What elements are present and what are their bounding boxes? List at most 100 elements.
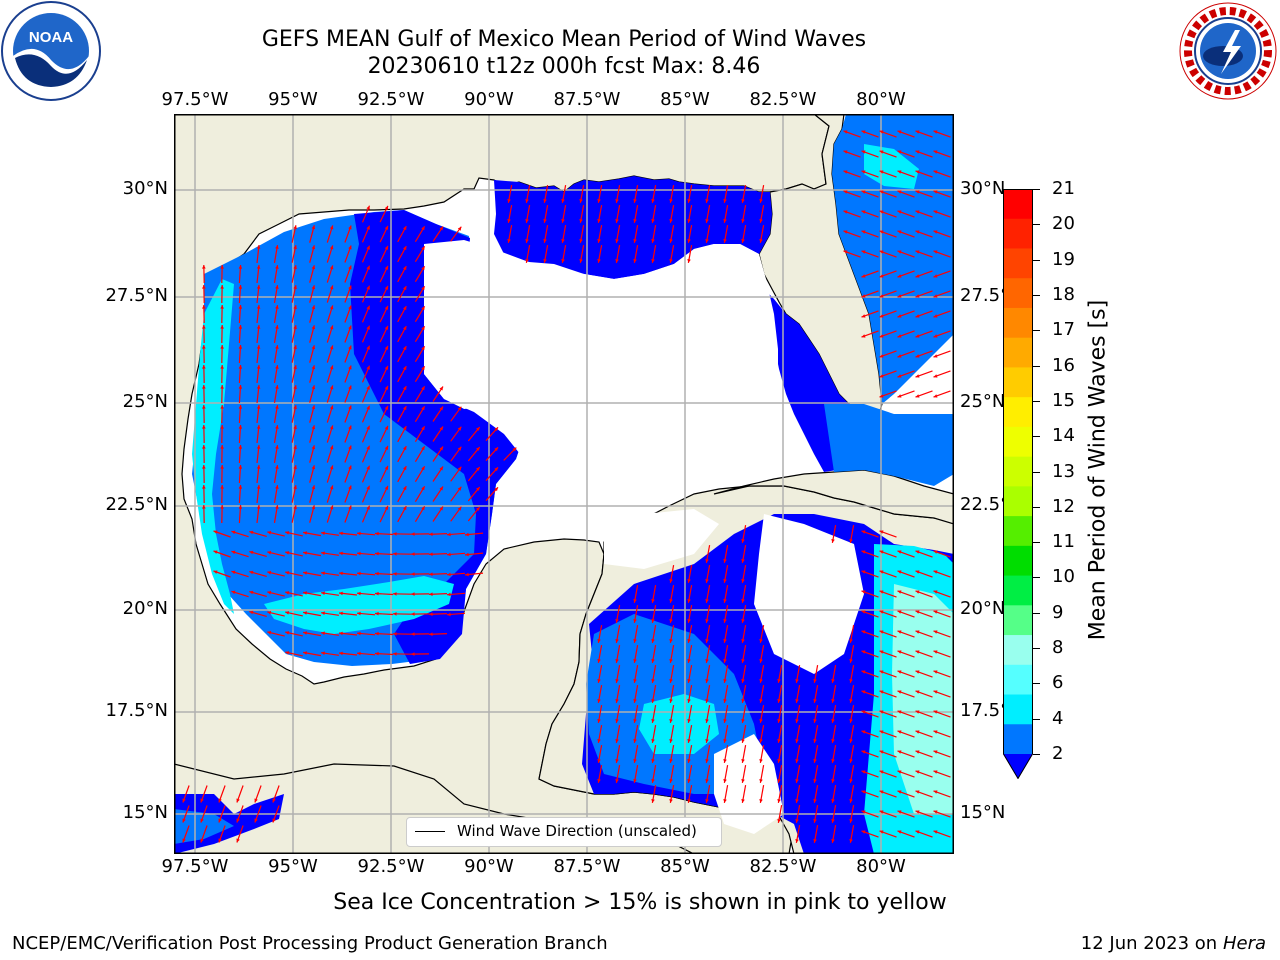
wave-arrow-head-269 (403, 426, 407, 431)
colorbar-label-4: 4 (1052, 707, 1064, 729)
no-data-regions (424, 240, 864, 834)
wave-arrow-head-478 (723, 639, 727, 643)
wave-arrow-head-348 (303, 531, 307, 535)
wave-arrow-head-193 (238, 345, 243, 349)
wave-arrow-head-186 (861, 334, 866, 338)
wave-arrow-head-262 (275, 425, 279, 429)
wave-arrow-head-36 (897, 190, 902, 194)
contour-atlantic-4 (864, 144, 919, 189)
wave-arrow-head-456 (861, 610, 866, 614)
lat-tick-left-5: 17.5°N (105, 700, 168, 721)
wave-arrow-head-643 (759, 799, 763, 803)
lat-tick-right-4: 20°N (960, 598, 1006, 619)
contour-west-gulf-2-4 (192, 210, 526, 666)
wave-arrow-head-356 (447, 532, 451, 537)
wave-arrow-head-117 (915, 250, 920, 254)
wave-arrow-head-535 (669, 699, 673, 703)
sea-ice-note: Sea Ice Concentration > 15% is shown in … (333, 890, 947, 915)
colorbar-label-17: 17 (1052, 319, 1075, 341)
wave-arrow-head-401 (669, 579, 673, 583)
wave-arrow-head-328 (220, 505, 224, 509)
wave-arrow-head-11 (933, 150, 938, 154)
wave-arrow-head-623 (813, 779, 817, 783)
contour-north-central-2 (494, 176, 772, 279)
wave-arrow-head-557 (705, 719, 709, 723)
wave-arrow-head-132 (861, 274, 866, 278)
wave-arrow-head-248 (293, 405, 297, 410)
wave-arrow-head-246 (256, 405, 261, 409)
wave-arrow-head-51 (687, 219, 691, 223)
wave-arrow-head-467 (375, 631, 379, 636)
wave-arrow-head-197 (311, 345, 316, 350)
wave-arrow-head-554 (651, 719, 655, 723)
wave-arrow-head-470 (429, 632, 433, 636)
wave-arrow-head-618 (723, 779, 727, 783)
wave-arrow-head-432 (879, 590, 884, 594)
colorbar-tick-17 (1033, 330, 1040, 332)
wave-arrow-head-578 (723, 739, 727, 743)
wave-arrow-head-103 (525, 259, 529, 263)
wave-arrow-head-208 (202, 365, 206, 369)
lon-tick-top-5: 85°W (660, 89, 710, 110)
wave-arrow-head-130 (403, 266, 407, 271)
wave-arrow-head-101 (403, 246, 407, 251)
wave-arrow-head-191 (202, 345, 206, 349)
wave-arrow-head-600 (759, 759, 763, 763)
wave-arrow-head-650 (879, 790, 884, 794)
wave-arrow-head-466 (357, 631, 361, 636)
wave-arrow-head-354 (411, 532, 415, 536)
wave-arrow-head-305 (421, 466, 425, 471)
wave-arrow-head-340 (439, 506, 443, 511)
wave-arrow-head-603 (813, 759, 817, 763)
wave-arrow-head-210 (238, 365, 243, 369)
wave-arrow-head-238 (439, 386, 443, 391)
colorbar-tick-9 (1033, 612, 1040, 614)
wave-arrow-head-500 (687, 659, 691, 663)
wave-arrow-head-299 (311, 465, 316, 470)
wave-arrow-head-617 (705, 779, 709, 783)
lon-tick-bottom-4: 87.5°W (553, 856, 621, 877)
lat-tick-right-2: 25°N (960, 391, 1006, 412)
wave-arrow-head-561 (777, 719, 781, 723)
wave-arrow-head-430 (741, 599, 745, 603)
wave-arrow-head-180 (329, 325, 334, 330)
wave-arrow-head-615 (669, 779, 673, 783)
wave-arrow-head-545 (849, 699, 853, 703)
wave-arrow-head-377 (465, 552, 469, 557)
wave-arrow-head-526 (861, 670, 866, 674)
wave-arrow-head-568 (897, 710, 902, 714)
wave-arrow-head-580 (759, 739, 763, 743)
colorbar-tick-2 (1033, 754, 1040, 755)
wave-arrow-head-173 (202, 325, 206, 329)
wave-arrow-head-150 (861, 294, 866, 298)
wave-arrow-head-0 (843, 130, 848, 134)
wave-arrow-head-586 (861, 730, 866, 734)
wave-arrow-head-313 (256, 485, 261, 489)
wave-arrow-head-667 (897, 810, 902, 814)
wave-arrow-head-548 (897, 690, 902, 694)
wave-arrow-head-474 (651, 639, 655, 643)
wave-arrow-head-648 (849, 799, 853, 803)
wave-arrow-head-675 (813, 839, 817, 843)
wave-arrow-head-99 (366, 245, 370, 250)
wave-arrow-head-671 (200, 838, 204, 843)
wave-arrow-head-330 (256, 505, 261, 509)
wave-arrow-head-516 (687, 679, 691, 683)
wave-arrow-head-630 (933, 770, 938, 774)
wave-arrow-head-110 (651, 259, 655, 263)
wave-arrow-head-416 (321, 591, 325, 595)
wave-arrow-head-661 (795, 819, 799, 823)
no-data-central (424, 240, 784, 540)
wave-arrow-head-79 (633, 239, 637, 243)
wave-arrow-head-670 (182, 838, 186, 843)
wave-arrow-head-106 (579, 259, 583, 263)
wave-arrow-head-237 (421, 386, 425, 391)
wave-arrow-head-254 (403, 406, 407, 411)
wave-arrow-head-211 (256, 365, 261, 369)
colorbar-label-19: 19 (1052, 248, 1075, 270)
wave-arrow-head-167 (421, 306, 425, 311)
wave-arrow-head-176 (256, 325, 261, 329)
wave-arrow-head-47 (615, 219, 619, 223)
colorbar-tick-4 (1033, 718, 1040, 720)
wave-arrow-head-128 (366, 265, 370, 270)
